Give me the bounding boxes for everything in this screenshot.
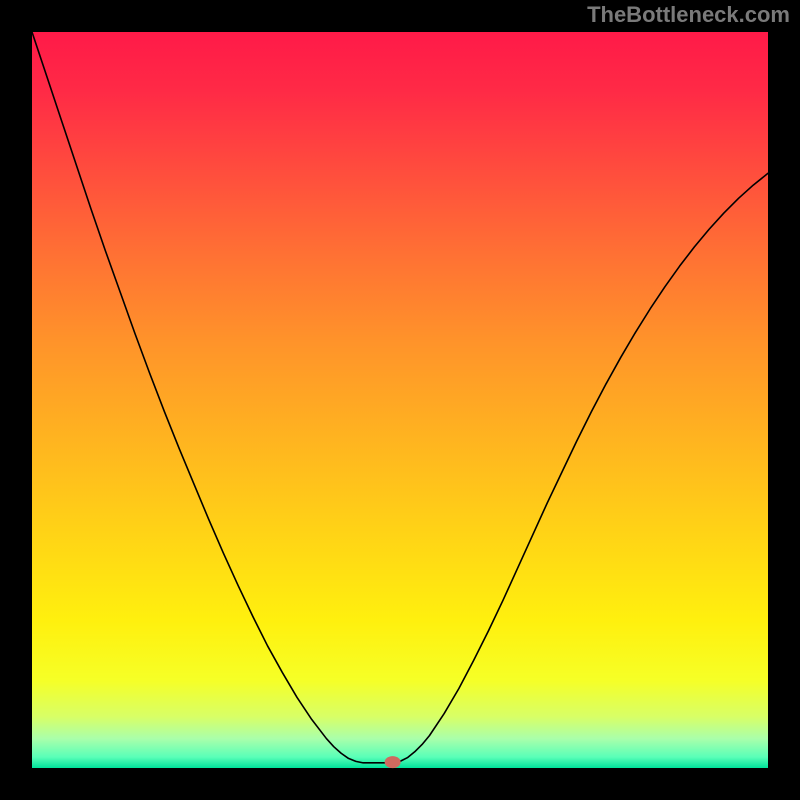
plot-background: [32, 32, 768, 768]
optimal-point-marker: [385, 756, 401, 768]
chart-svg: [0, 0, 800, 800]
watermark-text: TheBottleneck.com: [587, 2, 790, 28]
bottleneck-chart: TheBottleneck.com: [0, 0, 800, 800]
